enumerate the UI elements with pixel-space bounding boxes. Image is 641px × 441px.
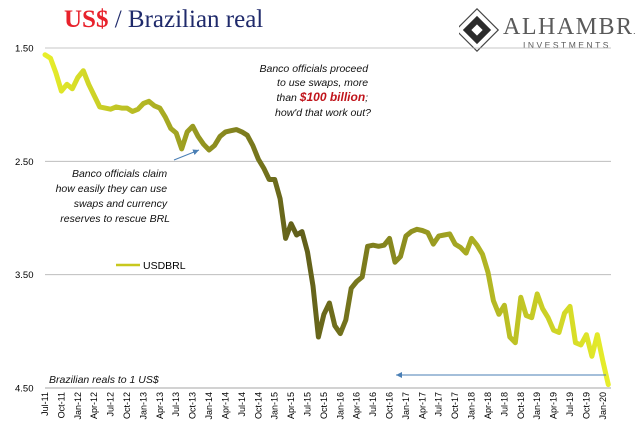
legend: USDBRL xyxy=(116,260,186,272)
x-tick-label: Jul-18 xyxy=(499,392,509,417)
title-currency: US$ xyxy=(64,6,109,33)
series-line-usdbrl xyxy=(42,52,611,388)
x-tick-label: Jan-15 xyxy=(270,392,280,420)
x-tick-label: Oct-12 xyxy=(122,392,132,419)
x-tick-label: Oct-19 xyxy=(581,392,591,419)
annotation-swaps: Banco officials proceed to use swaps, mo… xyxy=(260,63,372,119)
x-tick-label: Apr-15 xyxy=(286,392,296,419)
annotation-units: Brazilian reals to 1 US$ xyxy=(49,374,159,386)
x-tick-label: Jan-17 xyxy=(401,392,411,420)
x-tick-label: Jul-16 xyxy=(368,392,378,417)
chart-title: US$ / Brazilian real xyxy=(64,6,263,34)
x-tick-label: Jan-19 xyxy=(532,392,542,420)
x-tick-label: Oct-17 xyxy=(450,392,460,419)
x-tick-label: Jan-12 xyxy=(73,392,83,420)
legend-label: USDBRL xyxy=(143,260,186,272)
y-tick-label: 1.50 xyxy=(15,44,34,55)
x-tick-label: Apr-17 xyxy=(417,392,427,419)
x-tick-label: Jul-14 xyxy=(237,392,247,417)
x-axis: Jul-11 Oct-11 Jan-12 Apr-12 Jul-12 Oct-12 Jan-… xyxy=(40,392,608,420)
x-tick-label: Oct-14 xyxy=(253,392,263,419)
x-tick-label: Oct-16 xyxy=(385,392,395,419)
title-rest: / Brazilian real xyxy=(108,6,264,33)
x-tick-label: Jul-19 xyxy=(565,392,575,417)
x-tick-label: Apr-12 xyxy=(89,392,99,419)
annotation-claim-arrow xyxy=(173,149,200,161)
x-tick-label: Apr-18 xyxy=(483,392,493,419)
y-tick-label: 2.50 xyxy=(15,157,34,168)
x-tick-label: Apr-14 xyxy=(220,392,230,419)
x-tick-label: Jan-16 xyxy=(335,392,345,420)
y-axis: 1.50 2.50 3.50 4.50 xyxy=(15,44,34,395)
y-tick-label: 4.50 xyxy=(15,384,34,395)
alhambra-logo: ALHAMBRA INVESTMENTS xyxy=(459,7,635,53)
x-tick-label: Jul-15 xyxy=(302,392,312,417)
x-tick-label: Jul-12 xyxy=(106,392,116,417)
x-tick-label: Jan-20 xyxy=(598,392,608,420)
x-tick-label: Apr-16 xyxy=(352,392,362,419)
y-gridlines xyxy=(45,47,611,276)
x-tick-label: Oct-13 xyxy=(188,392,198,419)
x-tick-label: Apr-19 xyxy=(549,392,559,419)
x-tick-label: Jul-13 xyxy=(171,392,181,417)
x-tick-label: Oct-15 xyxy=(319,392,329,419)
x-tick-label: Jan-18 xyxy=(467,392,477,420)
x-tick-label: Jan-13 xyxy=(138,392,148,420)
logo-name: ALHAMBRA xyxy=(503,14,635,40)
y-tick-label: 3.50 xyxy=(15,270,34,281)
x-tick-label: Jul-11 xyxy=(40,392,50,416)
annotation-claim: Banco officials claim how easily they ca… xyxy=(56,168,171,225)
x-tick-label: Jul-17 xyxy=(434,392,444,417)
x-tick-label: Oct-11 xyxy=(56,392,66,418)
x-tick-label: Oct-18 xyxy=(516,392,526,419)
x-tick-label: Apr-13 xyxy=(155,392,165,419)
x-tick-label: Jan-14 xyxy=(204,392,214,420)
logo-sub: INVESTMENTS xyxy=(523,40,611,50)
